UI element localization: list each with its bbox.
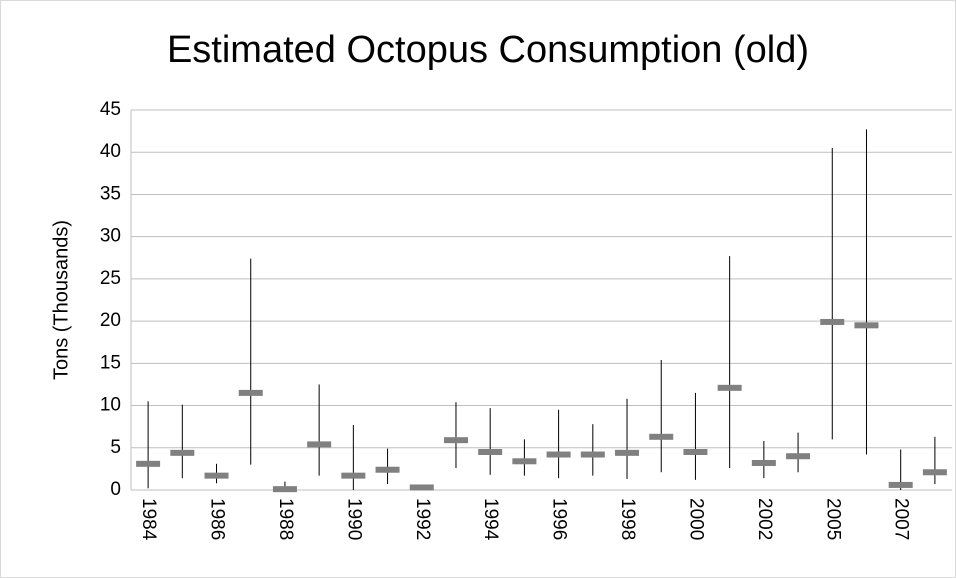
x-tick-label: 2002 (754, 498, 775, 540)
y-tick-label: 5 (110, 437, 121, 458)
x-tick-label: 1988 (275, 498, 296, 540)
y-tick-label: 15 (100, 352, 121, 373)
x-tick-label: 1990 (343, 498, 364, 540)
estimate-marker (272, 486, 297, 493)
chart-title: Estimated Octopus Consumption (old) (167, 29, 809, 71)
estimate-marker (238, 389, 263, 396)
estimate-marker (820, 318, 845, 325)
x-tick-label: 1994 (480, 498, 501, 541)
y-axis-label: Tons (Thousands) (50, 220, 72, 380)
estimate-marker (717, 384, 742, 391)
y-tick-label: 10 (100, 395, 121, 416)
estimate-marker (443, 437, 468, 444)
y-tick-label: 30 (100, 226, 121, 247)
x-tick-label: 2007 (891, 498, 912, 540)
y-tick-label: 35 (100, 183, 121, 204)
estimate-marker (375, 466, 400, 473)
x-tick-label: 1996 (549, 498, 570, 540)
estimate-marker (409, 484, 434, 491)
estimate-marker (649, 433, 674, 440)
y-tick-label: 0 (110, 479, 121, 500)
estimate-marker (854, 322, 879, 329)
y-tick-label: 45 (100, 99, 121, 120)
x-tick-label: 1984 (138, 498, 159, 541)
x-tick-label: 1998 (617, 498, 638, 540)
y-tick-label: 25 (100, 268, 121, 289)
x-tick-label: 2000 (685, 498, 706, 540)
x-tick-label: 1986 (207, 498, 228, 540)
estimate-marker (580, 451, 605, 458)
estimate-marker (786, 453, 811, 460)
estimate-marker (683, 449, 708, 455)
estimate-marker (751, 459, 776, 466)
estimate-marker (922, 469, 947, 476)
estimate-marker (204, 472, 229, 479)
y-tick-label: 20 (100, 310, 121, 331)
estimate-marker (546, 451, 571, 458)
estimate-marker (888, 481, 913, 488)
estimate-marker (478, 449, 503, 455)
x-tick-label: 1992 (412, 498, 433, 540)
x-tick-label: 2005 (822, 498, 843, 540)
estimate-marker (136, 460, 161, 467)
estimate-marker (615, 449, 640, 456)
estimate-marker (307, 441, 332, 448)
estimate-marker (341, 472, 366, 479)
estimate-marker (512, 458, 537, 465)
estimate-marker (170, 449, 195, 456)
y-tick-label: 40 (100, 141, 121, 162)
